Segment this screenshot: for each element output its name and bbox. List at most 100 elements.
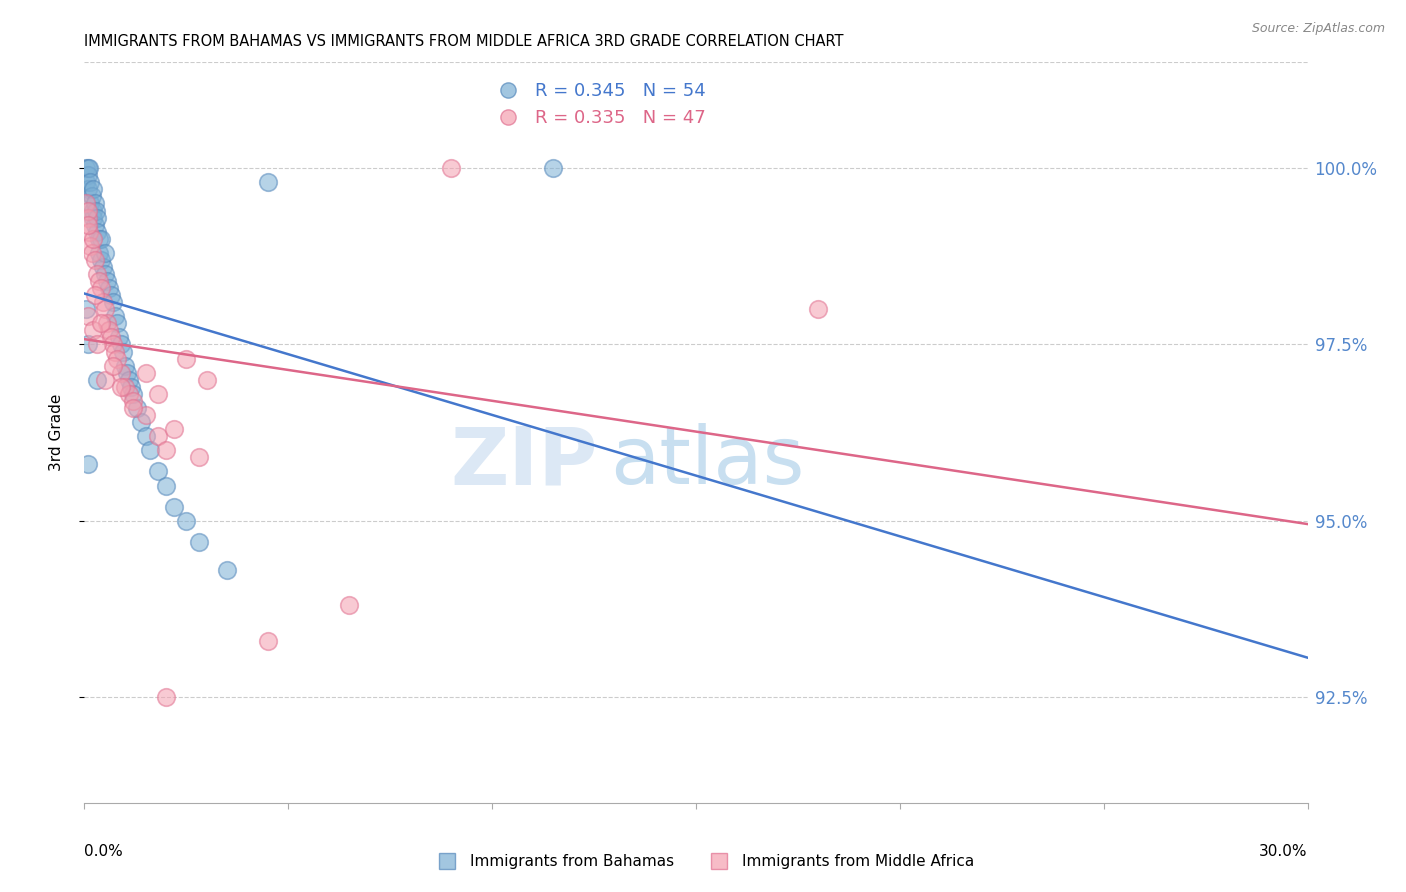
- Point: [187, 450, 209, 465]
- Point: [155, 690, 177, 704]
- Point: [93, 302, 115, 317]
- Point: [97, 281, 120, 295]
- Point: [257, 175, 280, 189]
- Point: [86, 225, 108, 239]
- Point: [100, 330, 122, 344]
- Point: [108, 330, 131, 344]
- Point: [257, 633, 280, 648]
- Point: [86, 211, 108, 225]
- Point: [83, 288, 105, 302]
- Point: [77, 168, 100, 182]
- Point: [101, 337, 124, 351]
- Point: [82, 232, 104, 246]
- Point: [76, 337, 98, 351]
- Point: [87, 232, 110, 246]
- Point: [155, 478, 177, 492]
- Point: [77, 458, 100, 472]
- Legend: Immigrants from Bahamas, Immigrants from Middle Africa: Immigrants from Bahamas, Immigrants from…: [425, 848, 981, 875]
- Point: [105, 351, 128, 366]
- Point: [146, 429, 169, 443]
- Point: [115, 366, 138, 380]
- Point: [146, 464, 169, 478]
- Point: [96, 274, 118, 288]
- Point: [75, 196, 97, 211]
- Point: [90, 252, 112, 267]
- Point: [83, 218, 105, 232]
- Point: [187, 535, 209, 549]
- Point: [155, 443, 177, 458]
- Text: 0.0%: 0.0%: [84, 844, 124, 858]
- Point: [122, 393, 145, 408]
- Point: [112, 344, 135, 359]
- Point: [93, 245, 115, 260]
- Point: [90, 232, 112, 246]
- Point: [163, 422, 186, 436]
- Text: Source: ZipAtlas.com: Source: ZipAtlas.com: [1251, 22, 1385, 36]
- Point: [82, 323, 104, 337]
- Point: [91, 295, 114, 310]
- Point: [80, 245, 103, 260]
- Point: [77, 203, 100, 218]
- Point: [118, 373, 141, 387]
- Point: [90, 316, 112, 330]
- Point: [135, 408, 157, 422]
- Point: [105, 316, 128, 330]
- Point: [87, 274, 110, 288]
- Point: [86, 337, 108, 351]
- Point: [76, 161, 98, 176]
- Point: [87, 245, 110, 260]
- Point: [79, 175, 101, 189]
- Point: [131, 415, 153, 429]
- Point: [104, 344, 127, 359]
- Point: [101, 359, 124, 373]
- Point: [80, 189, 103, 203]
- Point: [75, 175, 97, 189]
- Point: [217, 563, 239, 577]
- Point: [543, 161, 565, 176]
- Point: [138, 443, 160, 458]
- Point: [100, 288, 122, 302]
- Point: [120, 380, 142, 394]
- Legend: R = 0.345   N = 54, R = 0.335   N = 47: R = 0.345 N = 54, R = 0.335 N = 47: [482, 75, 713, 135]
- Point: [174, 514, 197, 528]
- Text: 30.0%: 30.0%: [1260, 844, 1308, 858]
- Point: [118, 387, 141, 401]
- Point: [77, 161, 100, 176]
- Point: [82, 211, 104, 225]
- Point: [114, 380, 136, 394]
- Point: [82, 203, 104, 218]
- Point: [339, 599, 361, 613]
- Y-axis label: 3rd Grade: 3rd Grade: [49, 394, 63, 471]
- Point: [75, 161, 97, 176]
- Point: [91, 260, 114, 274]
- Point: [122, 401, 145, 415]
- Point: [163, 500, 186, 514]
- Point: [77, 182, 100, 196]
- Point: [83, 196, 105, 211]
- Text: ZIP: ZIP: [451, 423, 598, 501]
- Point: [114, 359, 136, 373]
- Point: [807, 302, 830, 317]
- Point: [97, 323, 120, 337]
- Point: [86, 267, 108, 281]
- Point: [440, 161, 463, 176]
- Text: atlas: atlas: [610, 423, 804, 501]
- Point: [101, 295, 124, 310]
- Point: [76, 218, 98, 232]
- Point: [86, 373, 108, 387]
- Point: [84, 203, 107, 218]
- Point: [79, 239, 101, 253]
- Point: [76, 211, 98, 225]
- Point: [135, 429, 157, 443]
- Point: [93, 373, 115, 387]
- Point: [77, 225, 100, 239]
- Point: [90, 281, 112, 295]
- Point: [146, 387, 169, 401]
- Point: [127, 401, 149, 415]
- Point: [135, 366, 157, 380]
- Point: [79, 196, 101, 211]
- Point: [195, 373, 218, 387]
- Point: [122, 387, 145, 401]
- Point: [93, 267, 115, 281]
- Point: [110, 366, 132, 380]
